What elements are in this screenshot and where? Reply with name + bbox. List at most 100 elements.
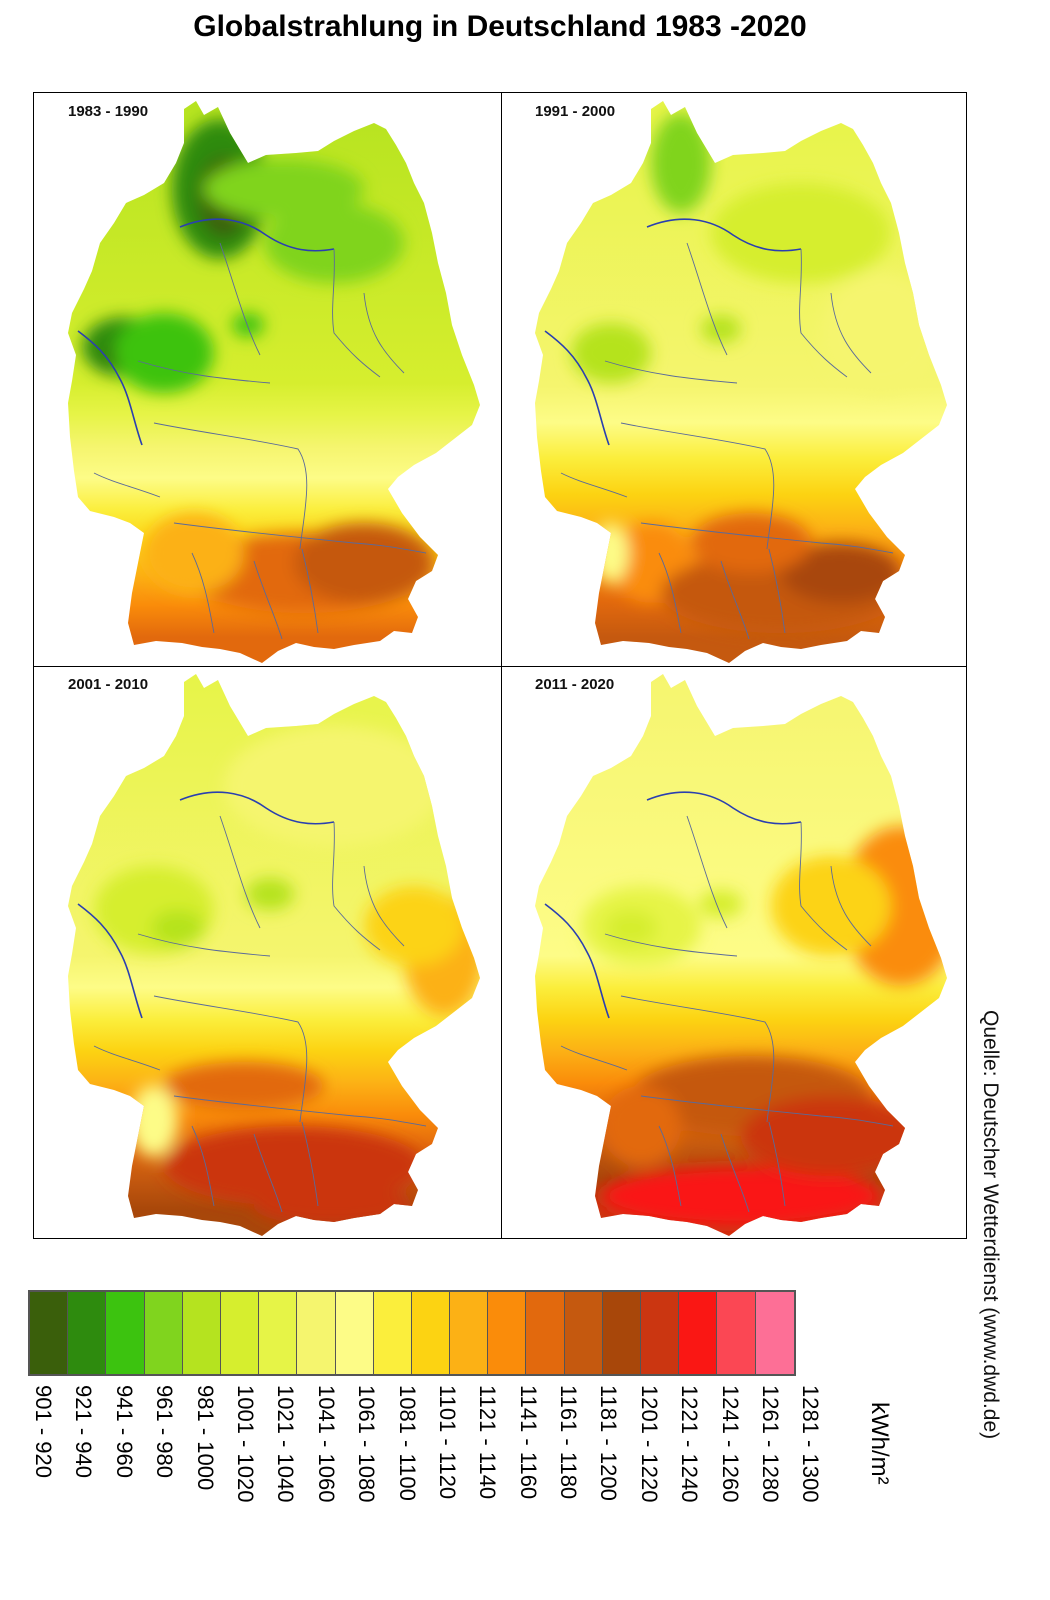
legend-class-label: 1141 - 1160 bbox=[513, 1385, 553, 1545]
legend-class-label: 1181 - 1200 bbox=[593, 1385, 633, 1545]
legend-swatch bbox=[68, 1292, 107, 1374]
legend-swatch bbox=[564, 1292, 603, 1374]
legend-class-label: 1261 - 1280 bbox=[755, 1385, 795, 1545]
legend-class-text: 1281 - 1300 bbox=[798, 1385, 824, 1503]
river-line bbox=[153, 422, 308, 550]
river-line bbox=[173, 522, 427, 554]
river-line bbox=[658, 1125, 682, 1207]
river-line bbox=[173, 1095, 427, 1127]
river-line bbox=[830, 865, 872, 947]
legend-class-text: 921 - 940 bbox=[71, 1385, 97, 1478]
legend-class-label: 961 - 980 bbox=[149, 1385, 189, 1545]
river-line bbox=[301, 1121, 319, 1207]
legend-swatch bbox=[297, 1292, 336, 1374]
legend-class-text: 941 - 960 bbox=[111, 1385, 137, 1478]
legend-swatch bbox=[220, 1292, 260, 1374]
legend-class-text: 1141 - 1160 bbox=[515, 1385, 541, 1500]
river-line bbox=[137, 360, 271, 384]
legend-class-label: 941 - 960 bbox=[109, 1385, 149, 1545]
radiation-zone bbox=[571, 323, 651, 383]
radiation-zone bbox=[601, 1086, 681, 1166]
river-line bbox=[363, 865, 405, 947]
river-line bbox=[93, 1045, 161, 1071]
river-line bbox=[620, 422, 775, 550]
legend-class-text: 1001 - 1020 bbox=[232, 1385, 258, 1503]
legend-swatch bbox=[526, 1292, 565, 1374]
legend-swatch bbox=[450, 1292, 489, 1374]
germany-map-2011-2020 bbox=[535, 674, 947, 1236]
river-line bbox=[604, 933, 738, 957]
legend-class-text: 1161 - 1180 bbox=[556, 1385, 582, 1500]
radiation-zone bbox=[651, 113, 711, 213]
legend-class-label: 1281 - 1300 bbox=[795, 1385, 835, 1545]
legend-swatch bbox=[259, 1292, 298, 1374]
river-line bbox=[332, 248, 381, 378]
river-line bbox=[686, 815, 728, 929]
legend-class-label: 921 - 940 bbox=[68, 1385, 108, 1545]
legend-swatch bbox=[182, 1292, 221, 1374]
radiation-zone bbox=[701, 315, 741, 343]
river-line bbox=[799, 248, 848, 378]
legend-class-label: 1161 - 1180 bbox=[553, 1385, 593, 1545]
radiation-zone bbox=[771, 856, 891, 956]
legend-class-text: 1081 - 1100 bbox=[394, 1385, 420, 1501]
legend-swatch bbox=[106, 1292, 145, 1374]
grid-divider-horizontal bbox=[34, 666, 966, 667]
grid-divider-vertical bbox=[501, 93, 502, 1238]
germany-map-1991-2000 bbox=[535, 101, 947, 663]
river-line bbox=[332, 821, 381, 951]
legend-class-label: 1121 - 1140 bbox=[472, 1385, 512, 1545]
legend-class-text: 981 - 1000 bbox=[192, 1385, 218, 1491]
river-line bbox=[646, 791, 802, 825]
legend-swatch bbox=[717, 1292, 756, 1374]
radiation-zone bbox=[232, 313, 264, 337]
legend-swatch bbox=[373, 1292, 412, 1374]
river-line bbox=[137, 933, 271, 957]
legend-class-label: 1241 - 1260 bbox=[715, 1385, 755, 1545]
radiation-zone bbox=[605, 910, 657, 946]
legend-swatch bbox=[679, 1292, 718, 1374]
river-line bbox=[640, 522, 894, 554]
map-panel-2001-2010: 2001 - 2010 bbox=[34, 666, 501, 1239]
radiation-zone bbox=[593, 523, 629, 583]
radiation-zone bbox=[691, 513, 811, 573]
river-line bbox=[544, 903, 610, 1019]
radiation-field bbox=[68, 101, 480, 663]
legend-class-label: 1101 - 1120 bbox=[432, 1385, 472, 1545]
legend-class-text: 901 - 920 bbox=[31, 1385, 56, 1478]
legend-class-text: 1041 - 1060 bbox=[313, 1385, 339, 1503]
panel-period-label: 2001 - 2010 bbox=[68, 676, 149, 693]
radiation-field bbox=[68, 674, 480, 1236]
legend-class-text: 1021 - 1040 bbox=[273, 1385, 299, 1503]
legend-swatch bbox=[602, 1292, 641, 1374]
legend-class-label: 1041 - 1060 bbox=[311, 1385, 351, 1545]
radiation-zone bbox=[164, 1062, 324, 1110]
river-line bbox=[604, 360, 738, 384]
radiation-zone bbox=[152, 910, 204, 946]
legend-swatch bbox=[411, 1292, 451, 1374]
legend-swatch bbox=[641, 1292, 680, 1374]
map-grid: 1983 - 1990 1991 - 2000 2001 - 2010 2011… bbox=[33, 92, 967, 1239]
panel-period-label: 1983 - 1990 bbox=[68, 103, 149, 120]
river-line bbox=[219, 815, 261, 929]
river-line bbox=[301, 548, 319, 634]
map-panel-1983-1990: 1983 - 1990 bbox=[34, 93, 501, 666]
river-line bbox=[620, 995, 775, 1123]
radiation-zone bbox=[264, 203, 404, 283]
radiation-zone bbox=[130, 1085, 178, 1157]
river-line bbox=[544, 330, 610, 446]
river-line bbox=[686, 242, 728, 356]
river-line bbox=[799, 821, 848, 951]
legend-swatch bbox=[488, 1292, 527, 1374]
radiation-zone bbox=[114, 313, 214, 393]
legend-swatch bbox=[755, 1292, 794, 1374]
river-line bbox=[768, 548, 786, 634]
panel-period-label: 1991 - 2000 bbox=[535, 103, 616, 120]
river-line bbox=[253, 1133, 283, 1213]
river-line bbox=[720, 1133, 750, 1213]
legend-class-text: 1221 - 1240 bbox=[677, 1385, 703, 1503]
river-line bbox=[153, 995, 308, 1123]
river-line bbox=[191, 1125, 215, 1207]
legend-class-label: 1021 - 1040 bbox=[270, 1385, 310, 1545]
legend-swatch bbox=[335, 1292, 374, 1374]
